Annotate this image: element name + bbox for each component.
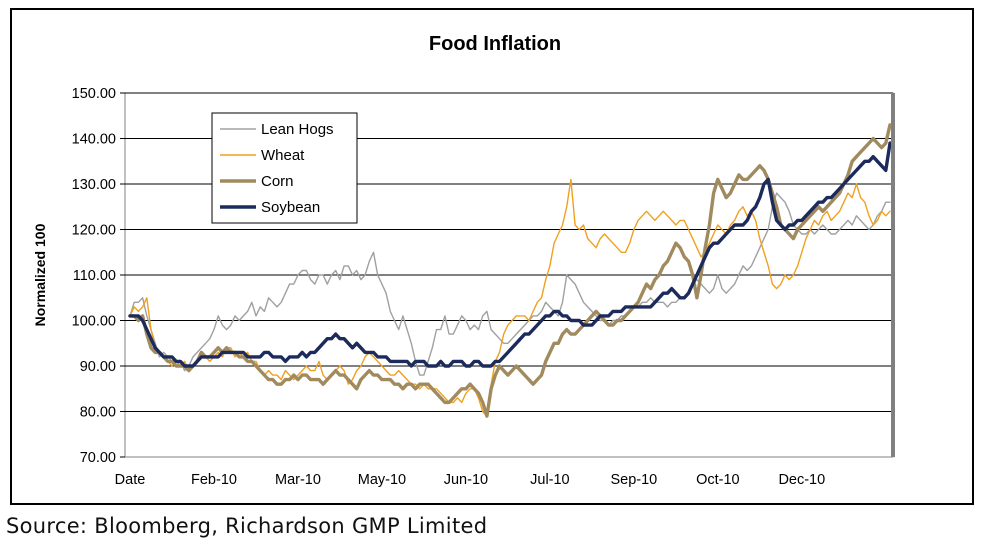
y-tick-label: 150.00 (72, 86, 116, 102)
x-tick-label: Sep-10 (610, 472, 657, 488)
y-tick-label: 110.00 (73, 268, 116, 284)
x-tick-label: Date (115, 472, 146, 488)
legend-label-lean-hogs: Lean Hogs (261, 121, 334, 138)
y-tick-label: 80.00 (80, 405, 116, 421)
series-line-soybean (128, 141, 892, 368)
y-axis-tick-labels: 70.00 80.00 90.00 100.00 110.00 120.00 130.00 1… (72, 86, 125, 466)
y-tick-label: 70.00 (80, 450, 116, 466)
y-axis-label: Normalized 100 (32, 223, 48, 326)
x-tick-label: Mar-10 (275, 472, 321, 488)
y-tick-label: 130.00 (72, 177, 116, 193)
right-axis-edge (891, 93, 895, 457)
y-tick-label: 100.00 (72, 314, 116, 330)
x-tick-label: Jul-10 (530, 472, 570, 488)
food-inflation-chart: Food Inflation 70.00 80.00 90.00 100.00 110.… (32, 33, 895, 488)
x-tick-label: Dec-10 (778, 472, 825, 488)
x-tick-label: May-10 (358, 472, 406, 488)
x-tick-label: Oct-10 (696, 472, 740, 488)
series-line-corn (128, 123, 892, 418)
x-tick-label: Jun-10 (444, 472, 488, 488)
chart-frame: Food Inflation 70.00 80.00 90.00 100.00 110.… (10, 8, 974, 505)
legend-box (211, 112, 358, 224)
chart-title: Food Inflation (429, 33, 561, 55)
legend: Lean Hogs Wheat Corn Soybean (211, 112, 358, 224)
series-line-lean-hogs (129, 192, 891, 376)
y-tick-label: 120.00 (72, 223, 116, 239)
legend-label-corn: Corn (261, 173, 294, 190)
series-lines (128, 123, 892, 418)
x-axis-tick-labels: Date Feb-10 Mar-10 May-10 Jun-10 Jul-10 Sep-10… (115, 472, 826, 488)
x-tick-label: Feb-10 (191, 472, 237, 488)
series-line-wheat (129, 178, 891, 417)
y-tick-label: 90.00 (80, 359, 116, 375)
source-caption: Source: Bloomberg, Richardson GMP Limite… (6, 514, 488, 538)
y-tick-label: 140.00 (72, 132, 116, 148)
legend-label-wheat: Wheat (261, 147, 305, 164)
legend-label-soybean: Soybean (261, 199, 320, 216)
